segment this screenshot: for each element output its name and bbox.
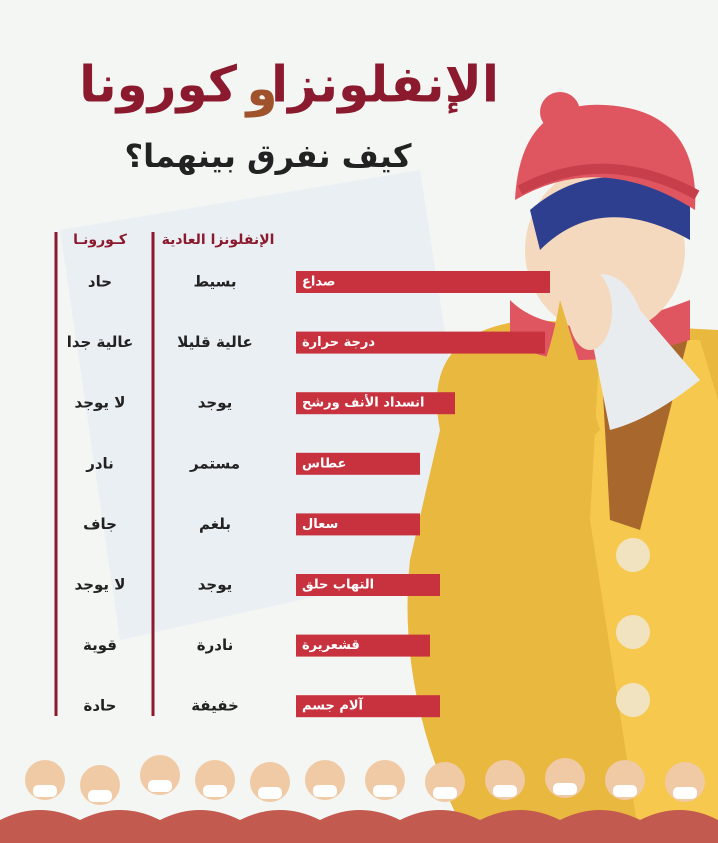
- subtitle: كيف نفرق بينهما؟: [125, 137, 412, 175]
- flu-value: يوجد: [198, 576, 233, 594]
- flu-value: خفيفة: [191, 697, 239, 715]
- title-corona: كورونا: [79, 56, 238, 115]
- comparison-rows: صداع بسيط حاد درجة حرارة عالية قليلا عالية جد…: [67, 271, 550, 718]
- symptom-label: سعال: [302, 517, 338, 532]
- corona-value: جاف: [83, 515, 117, 533]
- symptom-bar: [296, 513, 420, 536]
- flu-value: مستمر: [189, 454, 240, 472]
- corona-value: حاد: [88, 273, 112, 291]
- title-and: و: [243, 60, 277, 119]
- corona-value: عالية جدا: [67, 333, 134, 351]
- corona-value: حادة: [84, 697, 117, 715]
- symptom-label: التهاب حلق: [302, 578, 374, 593]
- person-illustration: [407, 92, 718, 843]
- symptom-bar: [296, 331, 545, 354]
- symptom-label: آلام جسم: [302, 697, 364, 714]
- flu-value: نادرة: [197, 636, 233, 654]
- flu-value: بلغم: [199, 515, 231, 533]
- corona-value: لا يوجد: [75, 576, 126, 594]
- title-flu: الإنفلونزا: [271, 56, 499, 115]
- corona-value: قوية: [83, 636, 117, 654]
- symptom-bar: [296, 392, 455, 415]
- crowd-illustration: [0, 755, 718, 843]
- corona-value: لا يوجد: [75, 394, 126, 412]
- flu-value: بسيط: [193, 273, 236, 291]
- symptom-label: درجة حرارة: [302, 335, 375, 350]
- symptom-label: عطاس: [302, 456, 346, 471]
- symptom-bar: [296, 452, 420, 475]
- symptom-bar: [296, 634, 430, 657]
- symptom-label: انسداد الأنف ورشح: [302, 394, 424, 411]
- flu-value: عالية قليلا: [177, 333, 252, 351]
- symptom-label: صداع: [302, 275, 335, 290]
- symptom-bar: [296, 695, 440, 718]
- symptom-bar: [296, 271, 550, 293]
- column-header-flu: الإنفلونزا العادية: [162, 232, 275, 248]
- flu-value: يوجد: [198, 394, 233, 412]
- column-header-corona: كـورونـا: [73, 232, 128, 248]
- symptom-bar: [296, 574, 440, 596]
- symptom-label: قشعريرة: [302, 638, 360, 653]
- corona-value: نادر: [85, 454, 114, 472]
